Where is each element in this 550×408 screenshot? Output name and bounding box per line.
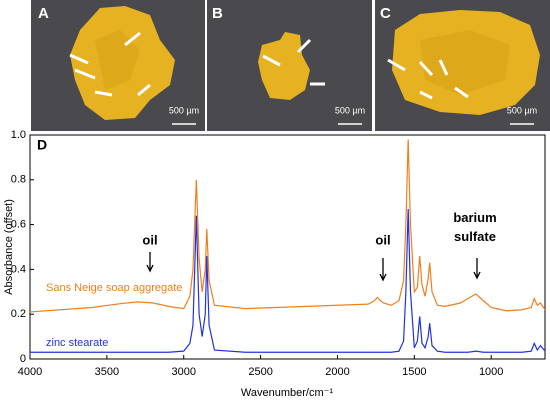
- photo-c: [375, 0, 550, 131]
- annotation: barium sulfate: [453, 210, 497, 244]
- x-tick-label: 3000: [171, 366, 195, 378]
- y-tick-label: 0: [20, 353, 26, 365]
- x-tick-label: 2500: [248, 366, 272, 378]
- x-tick-label: 1000: [479, 366, 503, 378]
- photo-b: [207, 0, 372, 131]
- panel-label: B: [212, 5, 223, 22]
- x-tick-label: 3500: [95, 366, 119, 378]
- y-tick-label: 1.0: [11, 129, 26, 141]
- y-tick-label: 0.8: [11, 174, 26, 186]
- scale-bar-label: 500 µm: [169, 105, 199, 115]
- series-label: zinc stearate: [46, 337, 108, 349]
- y-tick-label: 0.4: [11, 263, 26, 275]
- scale-bar-label: 500 µm: [507, 105, 537, 115]
- panel-label: D: [37, 137, 47, 153]
- x-tick-label: 4000: [18, 366, 42, 378]
- plot-frame: [29, 134, 546, 360]
- arrows: [69, 31, 469, 100]
- y-tick-label: 0.2: [11, 308, 26, 320]
- series-line: [29, 139, 546, 313]
- y-axis-label: Absorbance (offset): [3, 199, 15, 295]
- annotation: oil: [142, 232, 157, 247]
- series-label: Sans Neige soap aggregate: [46, 282, 182, 294]
- annotation-arrows: [146, 252, 481, 282]
- y-tick-label: 0.6: [11, 219, 26, 231]
- x-tick-label: 1500: [402, 366, 426, 378]
- scale-bar-label: 500 µm: [335, 105, 365, 115]
- x-tick-label: 2000: [325, 366, 349, 378]
- panel-label: C: [380, 5, 391, 22]
- x-axis-label: Wavenumber/cm⁻¹: [241, 387, 334, 399]
- annotation: oil: [375, 232, 390, 247]
- panel-label: A: [38, 5, 49, 22]
- series-line: [30, 208, 546, 353]
